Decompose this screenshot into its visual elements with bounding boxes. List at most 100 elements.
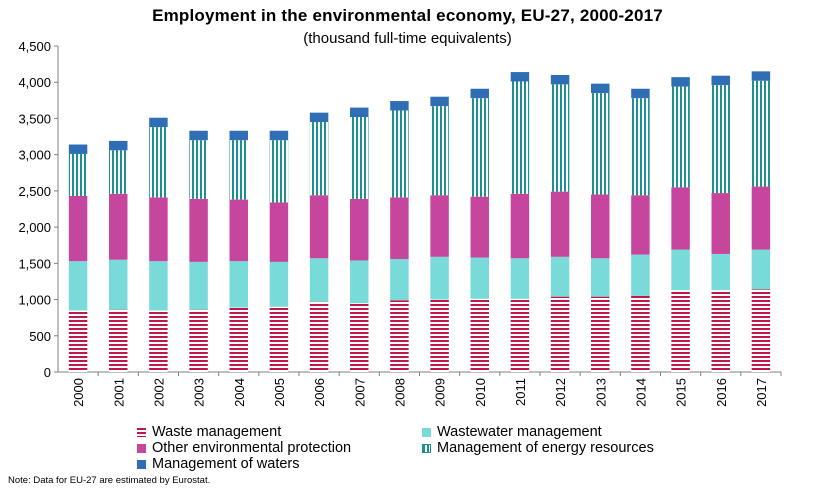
x-tick-label: 2016 [714, 378, 729, 407]
legend-label: Waste management [152, 424, 282, 440]
bar-segment [229, 307, 248, 372]
chart-subtitle: (thousand full-time equivalents) [303, 30, 512, 47]
bar-segment [149, 310, 168, 372]
bar-segment [510, 258, 530, 299]
bar-segment [550, 74, 570, 85]
bar-segment [189, 309, 208, 372]
bar-segment [631, 195, 650, 255]
bar-segment [229, 199, 248, 262]
x-tick-label: 2002 [151, 378, 166, 407]
bar-segment [229, 261, 248, 308]
legend-swatch-other-environmental-protection [137, 443, 146, 453]
bar-segment [631, 98, 650, 196]
bar-segment [591, 296, 610, 372]
bar-segment [631, 88, 650, 99]
x-tick-label: 2005 [272, 378, 287, 407]
bar-segment [550, 191, 570, 257]
y-tick-label: 4,500 [18, 39, 51, 54]
legend-label: Management of waters [152, 456, 300, 472]
bar-segment [350, 116, 369, 199]
bar-segment [510, 193, 530, 259]
bar-segment [68, 195, 88, 262]
bar-segment [470, 196, 489, 258]
bar-segment [68, 153, 88, 196]
bar-segment [550, 296, 570, 372]
bar-segment [711, 290, 730, 372]
bar-segment [68, 144, 88, 154]
bar-segment [550, 84, 570, 192]
bar-segment [631, 295, 650, 372]
bar-segment [109, 140, 128, 151]
bar-segment [309, 122, 329, 196]
bar-segment [711, 253, 730, 291]
bar-segment [269, 202, 289, 262]
bar-segment [751, 71, 771, 81]
bar-segment [350, 303, 369, 372]
bar-segment [309, 195, 329, 259]
bar-segment [671, 86, 690, 188]
bar-segment [350, 198, 369, 261]
y-tick-label: 1,000 [18, 293, 51, 308]
bar-segment [671, 249, 690, 291]
x-tick-label: 2001 [111, 378, 126, 407]
bar-segment [470, 88, 489, 99]
bar-segment [751, 289, 771, 372]
y-tick-label: 3,000 [18, 148, 51, 163]
bar-segment [189, 140, 208, 199]
chart-note: Note: Data for EU-27 are estimated by Eu… [8, 475, 211, 486]
x-tick-label: 2010 [473, 378, 488, 407]
bar-segment [470, 98, 489, 197]
legend-item-management-of-energy-resources: Management of energy resources [422, 440, 654, 456]
legend-swatch-waste-management [137, 427, 146, 437]
bar-segment [510, 298, 530, 372]
bar-segment [751, 249, 771, 290]
legend-item-other-environmental-protection: Other environmental protection [137, 440, 351, 456]
bar-segment [269, 306, 289, 372]
x-tick-label: 2008 [392, 378, 407, 407]
legend-swatch-wastewater-management [422, 427, 431, 437]
bar-segment [390, 110, 409, 198]
x-tick-label: 2003 [192, 378, 207, 407]
bar-segment [149, 117, 168, 128]
bar-segment [68, 310, 88, 372]
chart-title: Employment in the environmental economy,… [152, 6, 663, 25]
bar-segment [671, 290, 690, 372]
legend-label: Wastewater management [437, 424, 602, 440]
bar-segment [309, 301, 329, 372]
bar-segment [229, 130, 248, 141]
bar-segment [550, 256, 570, 297]
y-tick-label: 4,000 [18, 75, 51, 90]
bar-segment [149, 261, 168, 311]
bar-segment [149, 127, 168, 198]
legend-item-management-of-waters: Management of waters [137, 456, 300, 472]
bar-segment [229, 140, 248, 200]
bar-segment [430, 96, 449, 107]
x-tick-label: 2017 [754, 378, 769, 407]
y-tick-label: 0 [44, 365, 51, 380]
bar-segment [189, 130, 208, 141]
bar-segment [591, 258, 610, 297]
bar-segment [309, 258, 329, 302]
y-tick-label: 500 [29, 329, 51, 344]
legend-swatch-management-of-waters [137, 459, 146, 469]
bar-segment [671, 187, 690, 250]
bar-segment [350, 260, 369, 304]
legend-item-waste-management: Waste management [137, 424, 281, 440]
bar-segment [109, 193, 128, 260]
bar-segment [269, 130, 289, 141]
x-tick-label: 2015 [674, 378, 689, 407]
bar-segment [109, 309, 128, 372]
bar-segment [711, 85, 730, 194]
bar-segment [430, 195, 449, 257]
bar-segment [751, 186, 771, 250]
bar-segment [189, 198, 208, 262]
legend-label: Other environmental protection [152, 440, 352, 456]
legend-item-wastewater-management: Wastewater management [422, 424, 602, 440]
bar-segment [751, 80, 771, 187]
bar-segment [430, 256, 449, 300]
legend-label: Management of energy resources [437, 440, 654, 456]
bar-segment [671, 77, 690, 87]
x-tick-label: 2004 [232, 378, 247, 407]
bar-segment [149, 197, 168, 262]
